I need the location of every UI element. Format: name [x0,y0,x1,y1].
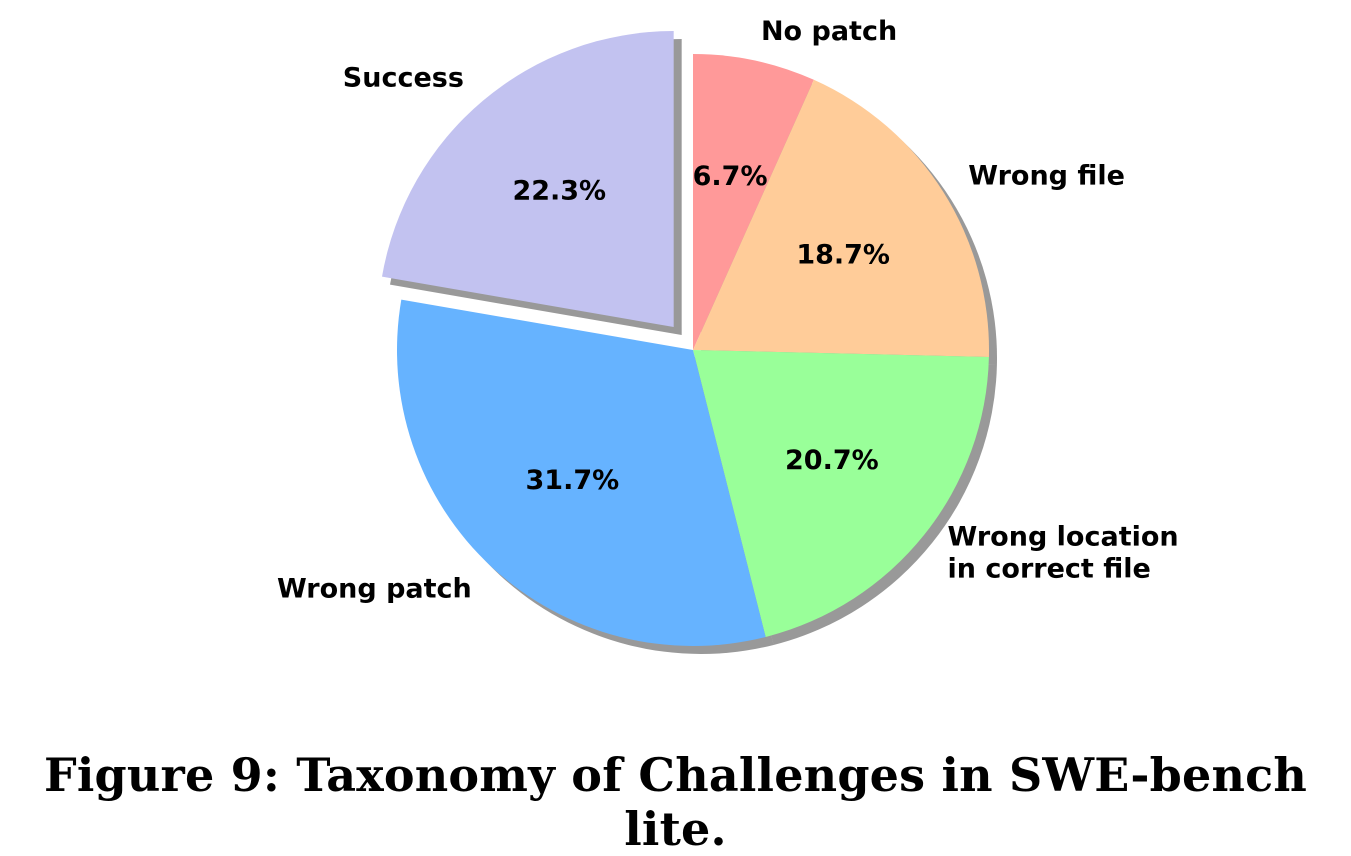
pct-label-success: 22.3% [512,176,606,207]
pct-label-wrong-file: 18.7% [796,240,890,271]
slice-label-wrong-location-in-correct-file: Wrong location in correct file [948,522,1179,585]
slice-label-no-patch: No patch [761,16,897,47]
slice-label-success: Success [343,62,464,93]
pie-slice-no-patch [693,54,814,350]
pie-slice-success [382,31,674,328]
pie-chart: 6.7% No patch 18.7% Wrong file 20.7% Wrong lo… [277,16,1179,655]
slice-layer [382,31,990,647]
slice-label-wrong-patch: Wrong patch [277,573,472,604]
pie-slice-wrong-patch [397,299,766,647]
pct-label-no-patch: 6.7% [693,161,768,192]
pct-label-wrong-location-in-correct-file: 20.7% [785,445,879,476]
pct-label-wrong-patch: 31.7% [526,465,620,496]
pie-slice-wrong-location-in-correct-file [693,350,989,637]
figure: 6.7% No patch 18.7% Wrong file 20.7% Wrong lo… [44,16,1307,856]
slice-label-wrong-file: Wrong file [968,161,1125,192]
text-layer: 6.7% No patch 18.7% Wrong file 20.7% Wrong lo… [277,16,1179,604]
pie-slice-wrong-file [693,79,990,357]
figure-caption: Figure 9: Taxonomy of Challenges in SWE-… [43,748,1308,856]
